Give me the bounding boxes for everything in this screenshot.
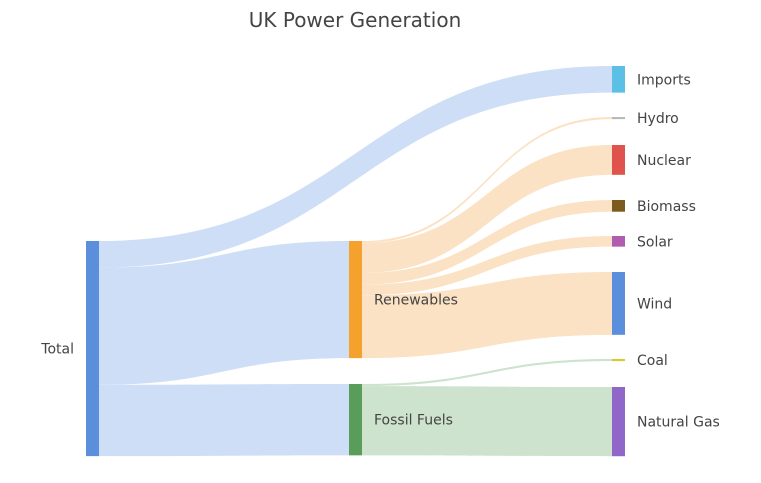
node-label-biomass: Biomass: [637, 199, 696, 215]
link-total-fossil: [99, 384, 349, 457]
node-coal: [612, 359, 625, 362]
chart-title: UK Power Generation: [249, 8, 462, 32]
node-label-imports: Imports: [637, 72, 691, 88]
link-fossil-natural_gas: [362, 386, 612, 457]
link-renewables-hydro: [362, 117, 612, 244]
link-fossil-coal: [362, 359, 612, 387]
node-solar: [612, 236, 625, 247]
node-label-fossil: Fossil Fuels: [374, 413, 453, 429]
node-fossil: [349, 384, 362, 456]
nodes-layer: [86, 66, 625, 457]
node-natural_gas: [612, 387, 625, 457]
link-total-imports: [99, 66, 612, 268]
node-total: [86, 241, 99, 457]
link-renewables-wind: [362, 272, 612, 359]
link-renewables-solar: [362, 236, 612, 296]
links-layer: [99, 66, 612, 457]
node-label-nuclear: Nuclear: [637, 153, 691, 169]
node-label-renewables: Renewables: [374, 293, 458, 309]
node-label-hydro: Hydro: [637, 111, 679, 127]
link-renewables-biomass: [362, 200, 612, 285]
node-label-natural_gas: Natural Gas: [637, 415, 720, 431]
node-label-coal: Coal: [637, 353, 668, 369]
node-hydro: [612, 117, 625, 120]
link-renewables-nuclear: [362, 145, 612, 273]
node-imports: [612, 66, 625, 93]
node-label-total: Total: [40, 342, 74, 358]
labels-layer: Total Imports Renewables Fossil Fuels Hydro N…: [40, 72, 720, 430]
node-nuclear: [612, 145, 625, 175]
node-renewables: [349, 241, 362, 359]
node-label-wind: Wind: [637, 296, 672, 312]
node-label-solar: Solar: [637, 234, 673, 250]
link-total-renewables: [99, 241, 349, 385]
node-wind: [612, 272, 625, 335]
node-biomass: [612, 200, 625, 212]
